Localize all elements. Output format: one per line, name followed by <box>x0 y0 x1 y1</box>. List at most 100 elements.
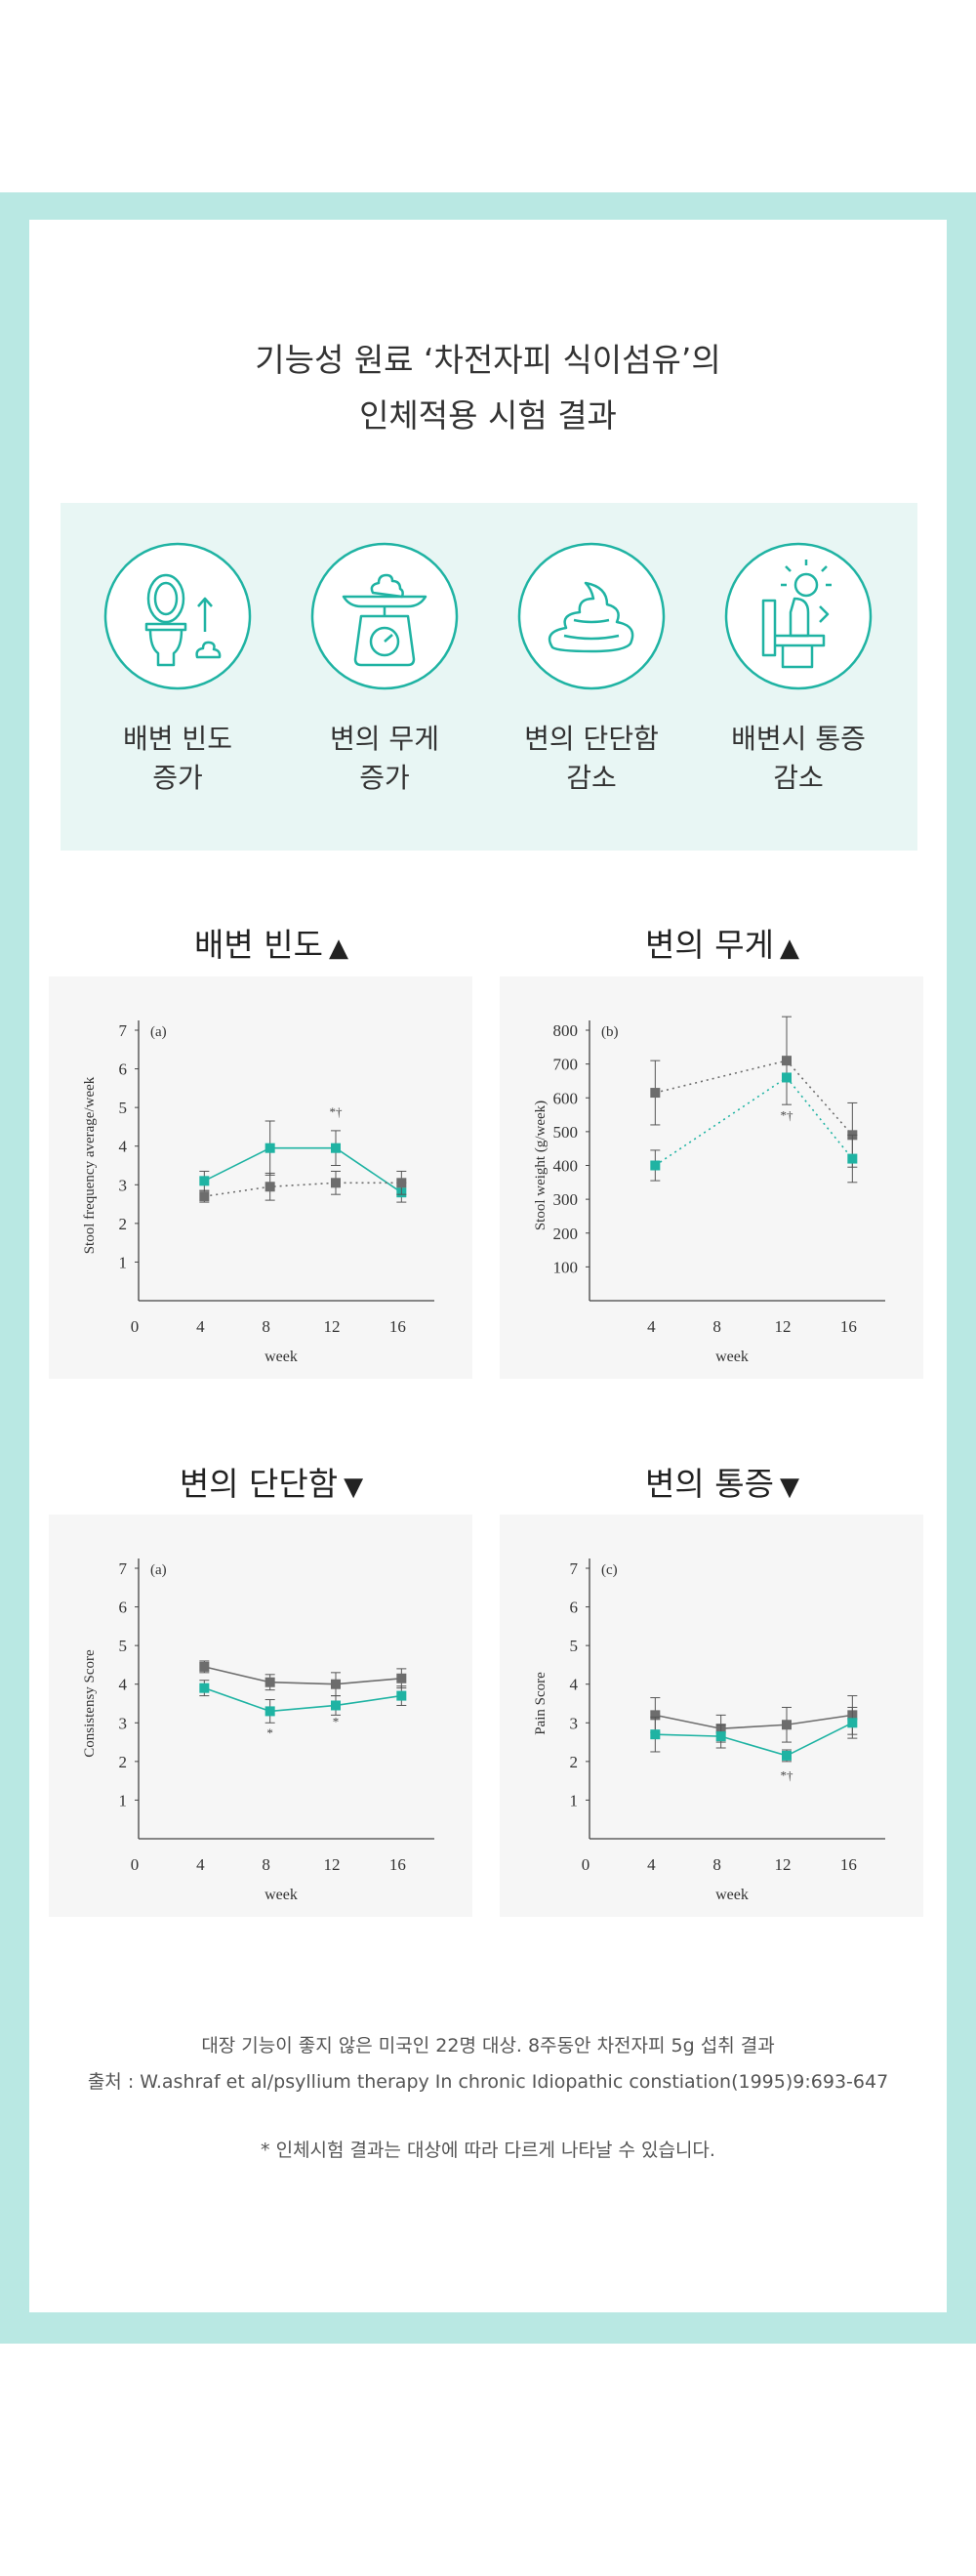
x-tick-label: 4 <box>647 1317 656 1336</box>
significance-marker: *† <box>330 1104 344 1119</box>
significance-marker: *† <box>781 1768 794 1783</box>
data-point <box>331 1178 341 1188</box>
y-tick-label: 5 <box>119 1637 128 1655</box>
x-tick-label: 16 <box>840 1855 857 1874</box>
x-tick-label: 16 <box>840 1317 857 1336</box>
title-line: 기능성 원료 ‘차전자피 식이섬유’의 <box>255 341 721 379</box>
y-tick-label: 300 <box>553 1190 579 1209</box>
content-card: 기능성 원료 ‘차전자피 식이섬유’의 인체적용 시험 결과 배변 빈도 증가 <box>29 220 947 2312</box>
series-line <box>204 1686 402 1713</box>
y-tick-label: 4 <box>119 1138 128 1156</box>
stool-scale-icon <box>310 542 459 690</box>
data-point <box>396 1178 407 1188</box>
mint-frame: 기능성 원료 ‘차전자피 식이섬유’의 인체적용 시험 결과 배변 빈도 증가 <box>0 192 976 2344</box>
chart-consistency: 1 2 3 4 5 6 7 0 4 8 12 16 week Consistensy Score (a) * * <box>49 1515 472 1917</box>
x-tick-label: 0 <box>131 1317 140 1336</box>
y-tick-label: 1 <box>119 1791 128 1809</box>
study-footnote: 대장 기능이 좋지 않은 미국인 22명 대상. 8주동안 차전자피 5g 섭취… <box>29 2028 947 2100</box>
data-point <box>199 1683 210 1693</box>
down-arrow-icon: ▼ <box>344 1473 364 1502</box>
y-tick-label: 6 <box>119 1060 128 1079</box>
y-tick-label: 7 <box>119 1559 128 1578</box>
effect-label: 배변 빈도 증가 <box>123 723 232 794</box>
data-point <box>782 1720 792 1730</box>
series-line <box>654 1076 853 1167</box>
x-tick-label: 16 <box>389 1855 406 1874</box>
y-tick-label: 200 <box>553 1225 579 1243</box>
chart-heading-weight: 변의 무게 ▲ <box>508 919 937 966</box>
data-point <box>847 1153 858 1164</box>
series-line <box>655 1059 853 1136</box>
data-point <box>199 1176 210 1186</box>
footnote-line: 대장 기능이 좋지 않은 미국인 22명 대상. 8주동안 차전자피 5g 섭취… <box>201 2035 775 2057</box>
panel-label: (a) <box>150 1024 167 1040</box>
chart-heading-frequency: 배변 빈도 ▲ <box>57 919 486 966</box>
title-line: 인체적용 시험 결과 <box>359 396 617 435</box>
significance-marker: * <box>266 1725 273 1740</box>
page-title: 기능성 원료 ‘차전자피 식이섬유’의 인체적용 시험 결과 <box>29 332 947 443</box>
y-tick-label: 3 <box>119 1176 128 1194</box>
data-point <box>782 1072 792 1083</box>
data-point <box>396 1673 407 1683</box>
data-point <box>396 1690 407 1701</box>
up-arrow-icon: ▲ <box>779 934 799 963</box>
stool-softness-icon <box>517 542 666 690</box>
data-point <box>264 1677 275 1687</box>
y-tick-label: 600 <box>553 1089 579 1107</box>
x-tick-label: 8 <box>712 1317 721 1336</box>
chart-heading-text: 변의 단단함 <box>179 1465 339 1503</box>
disclaimer: * 인체시험 결과는 대상에 따라 다르게 나타날 수 있습니다. <box>261 2140 715 2161</box>
pain-relief-icon <box>724 542 873 690</box>
series-line <box>655 1714 853 1730</box>
y-tick-label: 800 <box>553 1021 579 1040</box>
toilet-frequency-icon <box>103 542 252 690</box>
y-tick-label: 1 <box>570 1791 579 1809</box>
data-point <box>264 1143 275 1153</box>
effect-label: 배변시 통증 감소 <box>731 723 866 794</box>
data-point <box>650 1729 661 1740</box>
data-point <box>199 1191 210 1202</box>
y-tick-label: 5 <box>570 1637 579 1655</box>
chart-pain: 1 2 3 4 5 6 7 0 4 8 12 16 week Pain Score (c) *† <box>500 1515 923 1917</box>
x-axis-label: week <box>264 1887 298 1903</box>
y-tick-label: 1 <box>119 1253 128 1271</box>
y-tick-label: 4 <box>570 1676 579 1694</box>
x-tick-label: 8 <box>712 1855 721 1874</box>
chart-heading-consistency: 변의 단단함 ▼ <box>57 1458 486 1505</box>
data-point <box>264 1182 275 1192</box>
data-point <box>847 1718 858 1728</box>
up-arrow-icon: ▲ <box>328 934 348 963</box>
y-axis-label: Stool weight (g/week) <box>533 1101 549 1230</box>
x-tick-label: 12 <box>324 1855 341 1874</box>
y-tick-label: 700 <box>553 1056 579 1074</box>
x-tick-label: 12 <box>324 1317 341 1336</box>
effect-item: 변의 단단함 감소 <box>489 542 694 798</box>
effects-panel: 배변 빈도 증가 변의 무게 증가 <box>61 503 917 851</box>
y-tick-label: 100 <box>553 1258 579 1276</box>
data-point <box>650 1088 661 1099</box>
data-point <box>331 1700 341 1711</box>
y-tick-label: 4 <box>119 1676 128 1694</box>
data-point <box>650 1710 661 1721</box>
y-tick-label: 6 <box>570 1599 579 1617</box>
down-arrow-icon: ▼ <box>779 1473 799 1502</box>
y-tick-label: 3 <box>119 1714 128 1732</box>
data-point <box>331 1143 341 1153</box>
data-point <box>264 1706 275 1717</box>
x-axis-label: week <box>264 1349 298 1365</box>
y-tick-label: 2 <box>570 1753 579 1771</box>
y-tick-label: 400 <box>553 1157 579 1176</box>
x-tick-label: 4 <box>196 1855 205 1874</box>
series-line <box>203 1146 402 1193</box>
y-tick-label: 7 <box>570 1559 579 1578</box>
x-tick-label: 16 <box>389 1317 406 1336</box>
chart-heading-pain: 변의 통증 ▼ <box>508 1458 937 1505</box>
panel-label: (a) <box>150 1562 167 1578</box>
chart-heading-text: 변의 무게 <box>645 926 774 964</box>
y-tick-label: 7 <box>119 1021 128 1040</box>
x-tick-label: 12 <box>775 1317 792 1336</box>
effect-label: 변의 단단함 감소 <box>524 723 659 794</box>
